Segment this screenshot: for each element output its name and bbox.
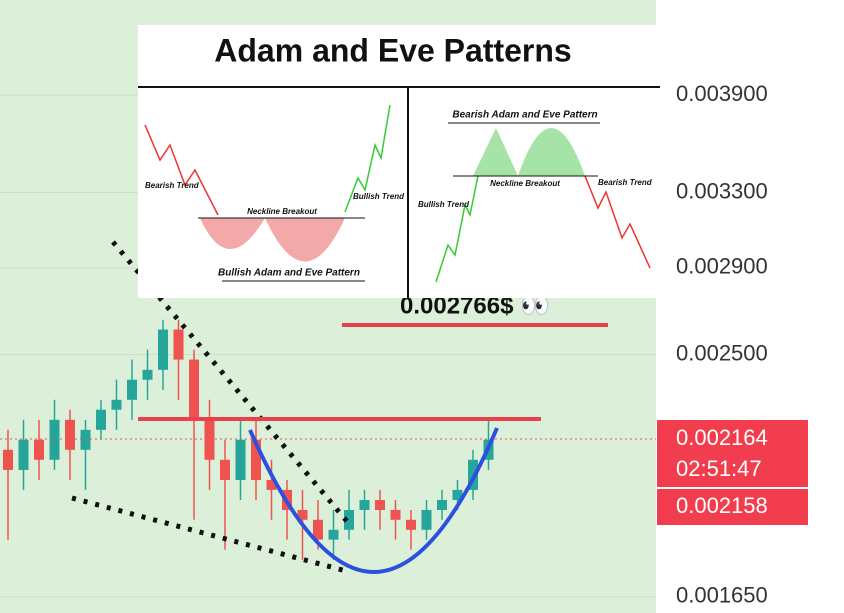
candle-body (344, 509, 354, 530)
candle-body (127, 379, 137, 400)
inset: Adam and Eve Patterns Bearish Trend Neck… (138, 25, 660, 298)
caption: Bearish Adam and Eve Pattern (452, 110, 597, 121)
pattern-fill (265, 218, 345, 262)
cup-curve (248, 427, 499, 574)
label: Neckline Breakout (247, 207, 317, 216)
y-tick-label: 0.002500 (676, 340, 768, 365)
candle-body (3, 449, 13, 470)
candle-body (111, 399, 122, 410)
candle-body (96, 409, 106, 430)
y-tick-label: 0.003900 (676, 81, 768, 106)
candle-body (313, 519, 323, 540)
inset-title: Adam and Eve Patterns (214, 32, 571, 68)
candle-body (65, 419, 75, 450)
candle-body (406, 519, 416, 530)
price-tag (657, 420, 808, 487)
y-tick-label: 0.001650 (676, 583, 768, 608)
candle-body (189, 359, 199, 420)
candle-body (359, 500, 370, 510)
candle-body (421, 509, 432, 530)
label: Neckline Breakout (490, 179, 560, 188)
label: Bearish Trend (598, 178, 653, 187)
trend-arrow (344, 104, 391, 213)
pattern-fill (518, 128, 585, 176)
pattern-fill (473, 128, 518, 176)
last-price: 0.002164 (676, 425, 768, 450)
candle-body (80, 429, 91, 450)
caption: Bullish Adam and Eve Pattern (218, 268, 360, 279)
candle-body (18, 439, 29, 470)
candle-body (142, 369, 153, 380)
candle-body (328, 529, 339, 540)
candle-body (158, 329, 168, 370)
candle-body (390, 509, 401, 520)
candle-body (452, 489, 463, 501)
candle-body (235, 439, 246, 480)
bid-price: 0.002158 (676, 493, 768, 518)
label: Bullish Trend (353, 192, 405, 201)
trend-arrow (144, 124, 219, 216)
candle-body (251, 439, 261, 480)
candle-body (375, 500, 385, 510)
price-tag (657, 489, 808, 525)
trend-arrow (584, 175, 651, 269)
countdown: 02:51:47 (676, 456, 762, 481)
trend-arrow (435, 175, 479, 283)
label: Bullish Trend (418, 200, 470, 209)
candle-body (220, 459, 230, 480)
pattern-fill (200, 218, 265, 249)
y-tick-label: 0.003300 (676, 178, 768, 203)
label: Bearish Trend (145, 181, 200, 190)
candle-body (49, 419, 60, 460)
candle-body (437, 500, 447, 510)
candle-body (204, 419, 215, 460)
candle-body (266, 479, 277, 490)
candle-body (173, 329, 184, 360)
candle-body (297, 509, 308, 520)
y-tick-label: 0.002900 (676, 254, 768, 279)
candle-body (34, 439, 44, 460)
